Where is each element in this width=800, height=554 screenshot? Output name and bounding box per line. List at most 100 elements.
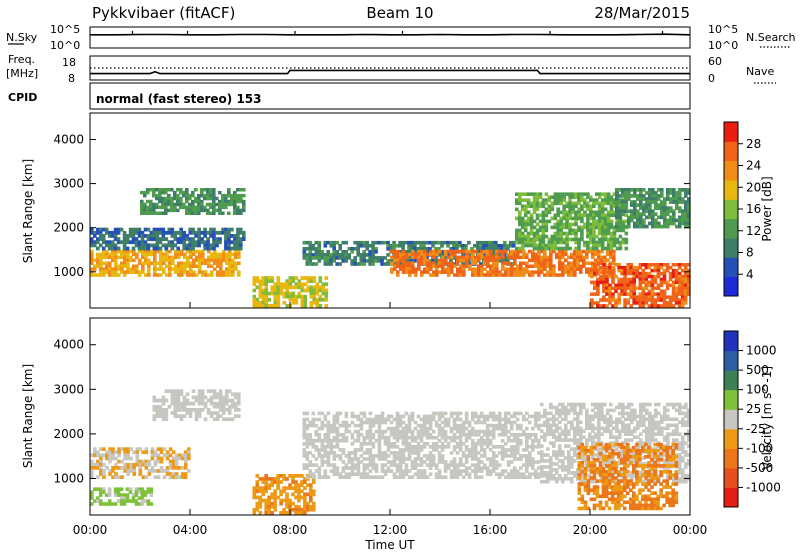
heat-cell [338, 448, 343, 452]
heat-cell [338, 438, 343, 443]
heat-cell [189, 267, 193, 271]
heat-cell [573, 267, 577, 271]
heat-cell [594, 252, 598, 257]
heat-cell [125, 237, 130, 241]
heat-cell [152, 188, 156, 192]
heat-cell [407, 445, 412, 449]
heat-cell [537, 258, 541, 263]
heat-cell [497, 253, 501, 257]
heat-cell [532, 231, 537, 236]
heat-cell [402, 255, 406, 260]
heat-cell [93, 264, 97, 268]
heat-cell [509, 420, 514, 425]
heat-cell [161, 237, 166, 241]
heat-cell [591, 252, 595, 257]
heat-cell [532, 207, 537, 212]
heat-cell [123, 450, 127, 455]
heat-cell [516, 264, 520, 268]
heat-cell [432, 264, 436, 268]
heat-cell [108, 273, 112, 277]
heat-cell [341, 448, 346, 452]
heat-cell [392, 475, 397, 479]
heat-cell [434, 445, 439, 449]
heat-cell [161, 211, 165, 215]
heat-cell [657, 197, 661, 201]
heat-cell [636, 188, 640, 192]
heat-cell [537, 445, 541, 449]
heat-cell [302, 451, 307, 455]
heat-cell [236, 211, 240, 215]
heat-cell [660, 215, 664, 220]
heat-cell [559, 228, 563, 233]
heat-cell [602, 277, 606, 282]
heat-cell [476, 432, 481, 437]
heat-cell [300, 282, 305, 287]
heat-cell [544, 243, 549, 248]
heat-cell [261, 291, 266, 296]
heat-cell [419, 435, 424, 440]
heat-cell [576, 261, 580, 265]
heat-cell [543, 261, 547, 265]
heat-cell [623, 286, 627, 290]
heat-cell [405, 270, 409, 274]
heat-cell [303, 288, 308, 293]
heat-cell [480, 264, 484, 268]
heat-cell [402, 258, 406, 263]
heat-cell [185, 190, 189, 195]
heat-cell [276, 480, 280, 484]
heat-cell [605, 298, 609, 302]
heat-cell [522, 448, 526, 452]
heat-cell [395, 244, 399, 248]
heat-cell [555, 423, 559, 428]
heat-cell [117, 450, 121, 455]
heat-cell [359, 259, 363, 263]
heat-cell [221, 202, 225, 207]
heat-cell [285, 285, 290, 290]
heat-cell [594, 213, 599, 218]
heat-cell [213, 252, 217, 257]
heat-cell [558, 267, 562, 271]
heat-cell [567, 264, 571, 268]
heat-cell [252, 489, 257, 494]
heat-cell [338, 432, 343, 437]
heat-cell [422, 247, 426, 251]
heat-cell [540, 471, 544, 475]
heat-cell [162, 255, 166, 260]
heat-cell [320, 475, 325, 479]
heat-cell [666, 218, 670, 223]
heat-cell [288, 504, 292, 509]
heat-cell [553, 198, 558, 202]
heat-cell [420, 261, 424, 265]
heat-cell [174, 267, 178, 271]
heat-cell [138, 249, 142, 254]
heat-cell [654, 197, 658, 201]
heat-cell [600, 219, 605, 224]
heat-cell [110, 502, 115, 506]
heat-cell [615, 191, 619, 195]
heat-cell [273, 285, 278, 290]
heat-cell [660, 224, 664, 229]
heat-cell [567, 456, 571, 460]
heat-cell [395, 445, 400, 449]
heat-cell [431, 454, 436, 458]
heat-cell [485, 466, 490, 470]
heat-cell [609, 249, 613, 254]
heat-cell [224, 408, 229, 412]
heat-cell [564, 258, 568, 263]
heat-cell [189, 264, 193, 268]
heat-cell [668, 283, 673, 288]
heat-cell [452, 457, 457, 461]
heat-cell [596, 283, 600, 288]
heat-cell [567, 429, 571, 433]
heat-cell [672, 197, 676, 201]
heat-cell [468, 249, 472, 254]
heat-cell [414, 270, 418, 274]
heat-cell [209, 398, 214, 403]
heat-cell [273, 498, 277, 503]
heat-cell [399, 264, 403, 268]
heat-cell [639, 191, 643, 195]
heat-cell [404, 448, 409, 452]
heat-cell [446, 445, 451, 449]
heat-cell [428, 240, 432, 245]
heat-cell [107, 234, 112, 238]
